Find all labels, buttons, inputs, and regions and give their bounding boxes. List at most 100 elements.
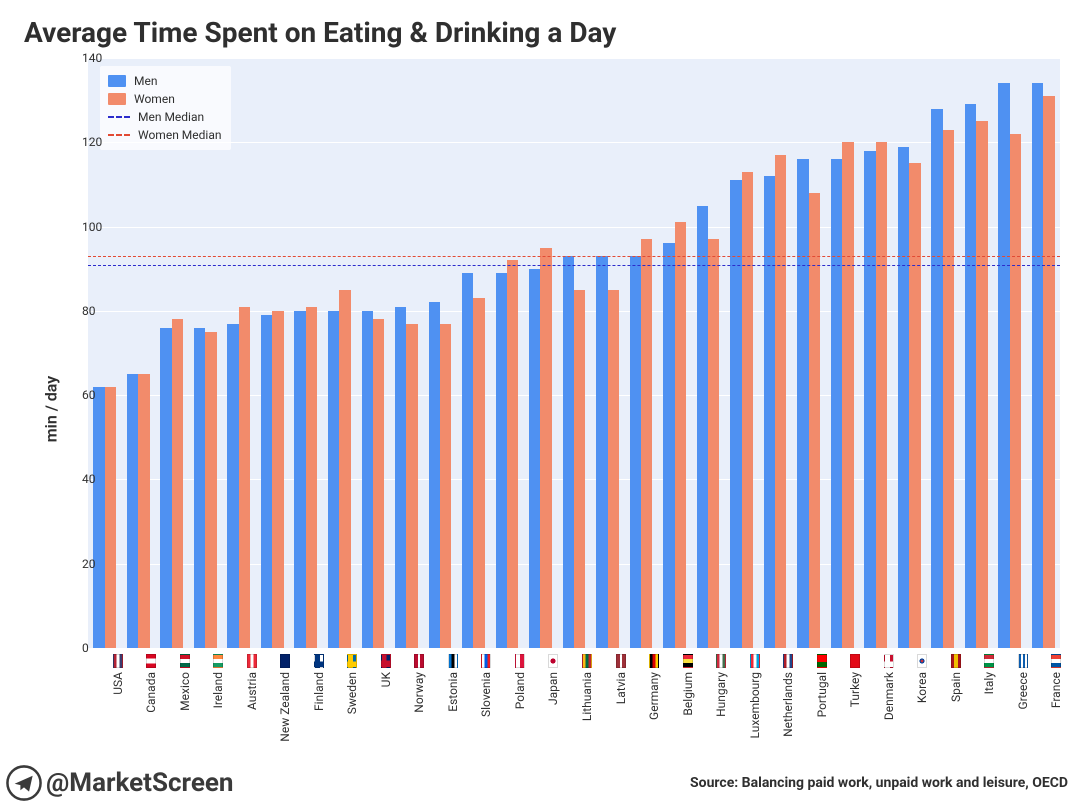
legend-item-men-median: Men Median — [108, 108, 221, 126]
bar-men — [596, 256, 607, 648]
legend-label-women: Women — [134, 92, 175, 106]
y-tick-label: 140 — [82, 51, 88, 65]
y-axis-label: min / day — [42, 376, 61, 442]
legend-item-women-median: Women Median — [108, 126, 221, 144]
y-tick-label: 20 — [82, 557, 88, 571]
x-tick-label: Denmark — [882, 554, 896, 654]
reference-line — [88, 256, 1060, 257]
country-label: Ireland — [211, 672, 225, 708]
bar-men — [965, 104, 976, 648]
country-label: Korea — [915, 672, 929, 703]
bar-men — [127, 374, 138, 648]
x-tick-label: Ireland — [211, 554, 225, 654]
x-tick-label: USA — [111, 554, 125, 654]
x-tick-label: Slovenia — [479, 554, 493, 654]
flag-icon — [884, 654, 894, 668]
bar-men — [529, 269, 540, 648]
legend-swatch-women — [108, 93, 126, 105]
y-tick-label: 0 — [82, 641, 88, 655]
flag-icon — [113, 654, 123, 668]
country-label: Luxembourg — [748, 672, 762, 738]
country-label: New Zealand — [278, 672, 292, 742]
x-tick-label: Hungary — [714, 554, 728, 654]
flag-icon — [280, 654, 290, 668]
country-label: Turkey — [848, 672, 862, 707]
x-tick-label: Italy — [982, 554, 996, 654]
flag-icon — [515, 654, 525, 668]
bar-men — [261, 315, 272, 648]
bar-men — [227, 324, 238, 649]
country-label: Finland — [312, 672, 326, 711]
country-label: Austria — [245, 672, 259, 710]
x-tick-label: Germany — [647, 554, 661, 654]
gridline — [88, 142, 1060, 143]
flag-icon — [1051, 654, 1061, 668]
country-label: France — [1049, 672, 1063, 708]
country-label: Latvia — [614, 672, 628, 704]
country-label: Belgium — [681, 672, 695, 716]
country-label: Spain — [949, 672, 963, 702]
bar-men — [429, 302, 440, 648]
footer: @MarketScreen Source: Balancing paid wor… — [0, 762, 1080, 808]
bar-men — [663, 243, 674, 648]
y-tick-label: 40 — [82, 472, 88, 486]
x-tick-label: Lithuania — [580, 554, 594, 654]
x-tick-label: UK — [379, 554, 393, 654]
country-label: Mexico — [178, 672, 192, 711]
x-tick-label: Mexico — [178, 554, 192, 654]
bar-men — [697, 206, 708, 649]
flag-icon — [548, 654, 558, 668]
flag-icon — [582, 654, 592, 668]
y-tick-label: 60 — [82, 388, 88, 402]
x-tick-label: Finland — [312, 554, 326, 654]
flag-icon — [247, 654, 257, 668]
bar-men — [931, 109, 942, 648]
bar-men — [764, 176, 775, 648]
x-tick-label: New Zealand — [278, 554, 292, 654]
legend-label-men: Men — [134, 74, 157, 88]
chart-title: Average Time Spent on Eating & Drinking … — [24, 16, 616, 49]
flag-icon — [448, 654, 458, 668]
flag-icon — [984, 654, 994, 668]
country-label: Italy — [982, 672, 996, 694]
flag-icon — [180, 654, 190, 668]
bar-men — [328, 311, 339, 648]
legend-item-men: Men — [108, 72, 221, 90]
country-label: Poland — [513, 672, 527, 709]
flag-icon — [347, 654, 357, 668]
flag-icon — [850, 654, 860, 668]
country-label: Denmark — [882, 672, 896, 720]
bar-men — [630, 256, 641, 648]
country-label: Portugal — [815, 672, 829, 717]
y-tick-label: 120 — [82, 135, 88, 149]
gridline — [88, 58, 1060, 59]
reference-line — [88, 265, 1060, 266]
x-tick-label: France — [1049, 554, 1063, 654]
bar-men — [395, 307, 406, 648]
bar-men — [831, 159, 842, 648]
flag-icon — [414, 654, 424, 668]
bar-men — [1032, 83, 1043, 648]
country-label: Estonia — [446, 672, 460, 712]
x-tick-label: Japan — [546, 554, 560, 654]
country-label: Greece — [1016, 672, 1030, 710]
x-tick-label: Latvia — [614, 554, 628, 654]
y-tick-label: 100 — [82, 220, 88, 234]
flag-icon — [616, 654, 626, 668]
bar-men — [797, 159, 808, 648]
flag-icon — [817, 654, 827, 668]
brand-text: @MarketScreen — [46, 768, 233, 798]
x-tick-label: Belgium — [681, 554, 695, 654]
legend-label-men-median: Men Median — [138, 110, 204, 124]
country-label: Sweden — [345, 672, 359, 714]
x-tick-label: Netherlands — [781, 554, 795, 654]
flag-icon — [917, 654, 927, 668]
bar-men — [730, 180, 741, 648]
x-tick-label: Korea — [915, 554, 929, 654]
telegram-icon — [6, 765, 42, 801]
x-tick-label: Norway — [412, 554, 426, 654]
country-label: USA — [111, 672, 125, 695]
legend-dash-women-median — [108, 134, 130, 136]
y-tick-label: 80 — [82, 304, 88, 318]
x-tick-label: Greece — [1016, 554, 1030, 654]
